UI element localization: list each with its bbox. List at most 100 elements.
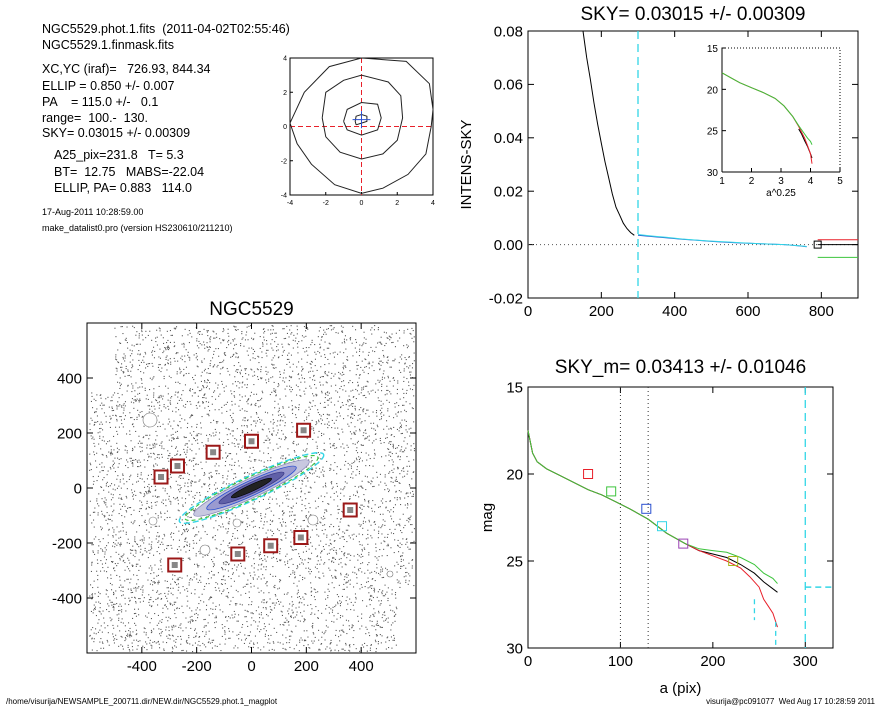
mag-xtick-label: 200 (700, 653, 725, 670)
sky-box-center (171, 562, 178, 568)
image-star (307, 514, 319, 526)
sky-box-center (297, 534, 304, 541)
sky-box-center (158, 474, 165, 480)
sky-box-center (210, 449, 217, 456)
inset-xtick-label: 1 (719, 176, 725, 187)
header-line-ellip: ELLIP = 0.850 +/- 0.007 (42, 79, 175, 93)
mag-ytick-label: 30 (506, 640, 523, 657)
image-xtick-label: 400 (349, 658, 374, 675)
sky-box-center (174, 463, 181, 469)
header-line-ellip-pa: ELLIP, PA= 0.883 114.0 (54, 181, 192, 195)
profile-frame (527, 30, 859, 299)
mag-marker (641, 503, 652, 514)
image-xtick-label: 200 (294, 658, 319, 675)
profile-xtick-label: 400 (662, 303, 687, 320)
image-star (232, 518, 242, 528)
image-ytick-label: -400 (52, 590, 82, 607)
header-program: make_datalist0.pro (version HS230610/211… (42, 223, 233, 233)
inset-ytick-label: 30 (707, 168, 719, 179)
inset-ytick-label: 25 (707, 127, 719, 138)
image-title: NGC5529 (209, 299, 294, 320)
sky-box-center (347, 507, 354, 513)
footer-path: /home/visurija/NEWSAMPLE_200711.dir/NEW.… (6, 697, 278, 706)
sky-box-center (300, 427, 307, 434)
inset-xlabel: a^0.25 (766, 188, 796, 199)
contour-xtick-label: 4 (431, 200, 435, 207)
profile-ytick-label: 0.02 (494, 183, 523, 200)
profile-ytick-label: 0.00 (494, 237, 523, 254)
image-ytick-label: 400 (57, 370, 82, 387)
image-star (142, 412, 158, 428)
profile-ytick-label: -0.02 (489, 290, 523, 307)
image-xtick-label: 0 (247, 658, 255, 675)
inset-xtick-label: 4 (808, 176, 814, 187)
mag-series-line-2 (527, 430, 778, 584)
mag-ytick-label: 15 (506, 379, 523, 396)
inset-xtick-label: 2 (749, 176, 755, 187)
galaxy-ellipse-0 (178, 452, 325, 524)
image-xtick-label: -200 (182, 658, 212, 675)
contour-ytick-label: -2 (281, 158, 287, 165)
mag-ytick-label: 25 (506, 553, 523, 570)
profile-xtick-label: 200 (589, 303, 614, 320)
image-noise-field (89, 325, 415, 653)
contour-line (343, 101, 382, 136)
mag-series-line-1 (527, 430, 778, 628)
inset-background (722, 48, 840, 172)
mag-marker (583, 469, 594, 479)
inset-series-line-2 (721, 72, 813, 145)
contour-line (354, 113, 368, 126)
header-line-center: XC,YC (iraf)= 726.93, 844.34 (42, 62, 211, 76)
inset-xtick-label: 3 (778, 176, 784, 187)
inset-ytick-label: 20 (707, 85, 719, 96)
mag-frame (527, 386, 834, 649)
contour-line (289, 57, 434, 194)
image-xtick-label: -400 (127, 658, 157, 675)
mag-xtick-label: 0 (524, 653, 532, 670)
mag-ytick-label: 20 (506, 466, 523, 483)
footer-user: visurija@pc091077 Wed Aug 17 10:28:59 20… (706, 697, 875, 706)
mag-marker (657, 521, 668, 532)
image-ytick-label: -200 (52, 535, 82, 552)
contour-xtick-label: -4 (287, 200, 293, 207)
mag-marker (728, 556, 739, 566)
header-line-mask: NGC5529.1.finmask.fits (42, 38, 174, 52)
profile-xtick-label: 800 (809, 303, 834, 320)
profile-sky-marker (813, 240, 822, 249)
galaxy-ellipse-5 (230, 477, 273, 499)
mag-xtick-label: 300 (793, 653, 818, 670)
profile-title: SKY= 0.03015 +/- 0.00309 (580, 4, 805, 25)
header-line-range: range= 100.- 130. (42, 111, 148, 125)
image-ytick-label: 200 (57, 425, 82, 442)
profile-ytick-label: 0.06 (494, 77, 523, 94)
galaxy-ellipse-1 (184, 454, 319, 522)
contour-xtick-label: 0 (360, 200, 364, 207)
profile-xtick-label: 600 (735, 303, 760, 320)
header-line-a25: A25_pix=231.8 T= 5.3 (54, 148, 184, 162)
header-line-sky: SKY= 0.03015 +/- 0.00309 (42, 126, 191, 140)
profile-ytick-label: 0.08 (494, 23, 523, 40)
header-line-file: NGC5529.phot.1.fits (2011-04-02T02:55:46… (42, 22, 290, 36)
header-line-pa: PA = 115.0 +/- 0.1 (42, 95, 159, 109)
profile-series-line-2 (637, 234, 807, 247)
mag-marker (606, 486, 617, 497)
contour-xtick-label: -2 (323, 200, 329, 207)
image-ytick-label: 0 (74, 480, 82, 497)
inset-xtick-label: 5 (837, 176, 843, 187)
image-star (386, 570, 394, 578)
profile-xtick-label: 0 (524, 303, 532, 320)
header-date: 17-Aug-2011 10:28:59.00 (42, 207, 144, 217)
contour-ytick-label: 2 (283, 90, 287, 97)
profile-series-line-0 (582, 30, 635, 236)
inset-ytick-label: 15 (707, 44, 719, 55)
contour-ytick-label: 4 (283, 56, 287, 63)
mag-xtick-label: 100 (608, 653, 633, 670)
contour-ytick-label: -4 (281, 193, 287, 200)
contour-xtick-label: 2 (395, 200, 399, 207)
mag-title: SKY_m= 0.03413 +/- 0.01046 (555, 357, 806, 378)
image-star (199, 544, 211, 556)
contour-ytick-label: 0 (283, 124, 287, 131)
sky-box-center (234, 551, 241, 557)
header-line-bt: BT= 12.75 MABS=-22.04 (54, 165, 205, 179)
